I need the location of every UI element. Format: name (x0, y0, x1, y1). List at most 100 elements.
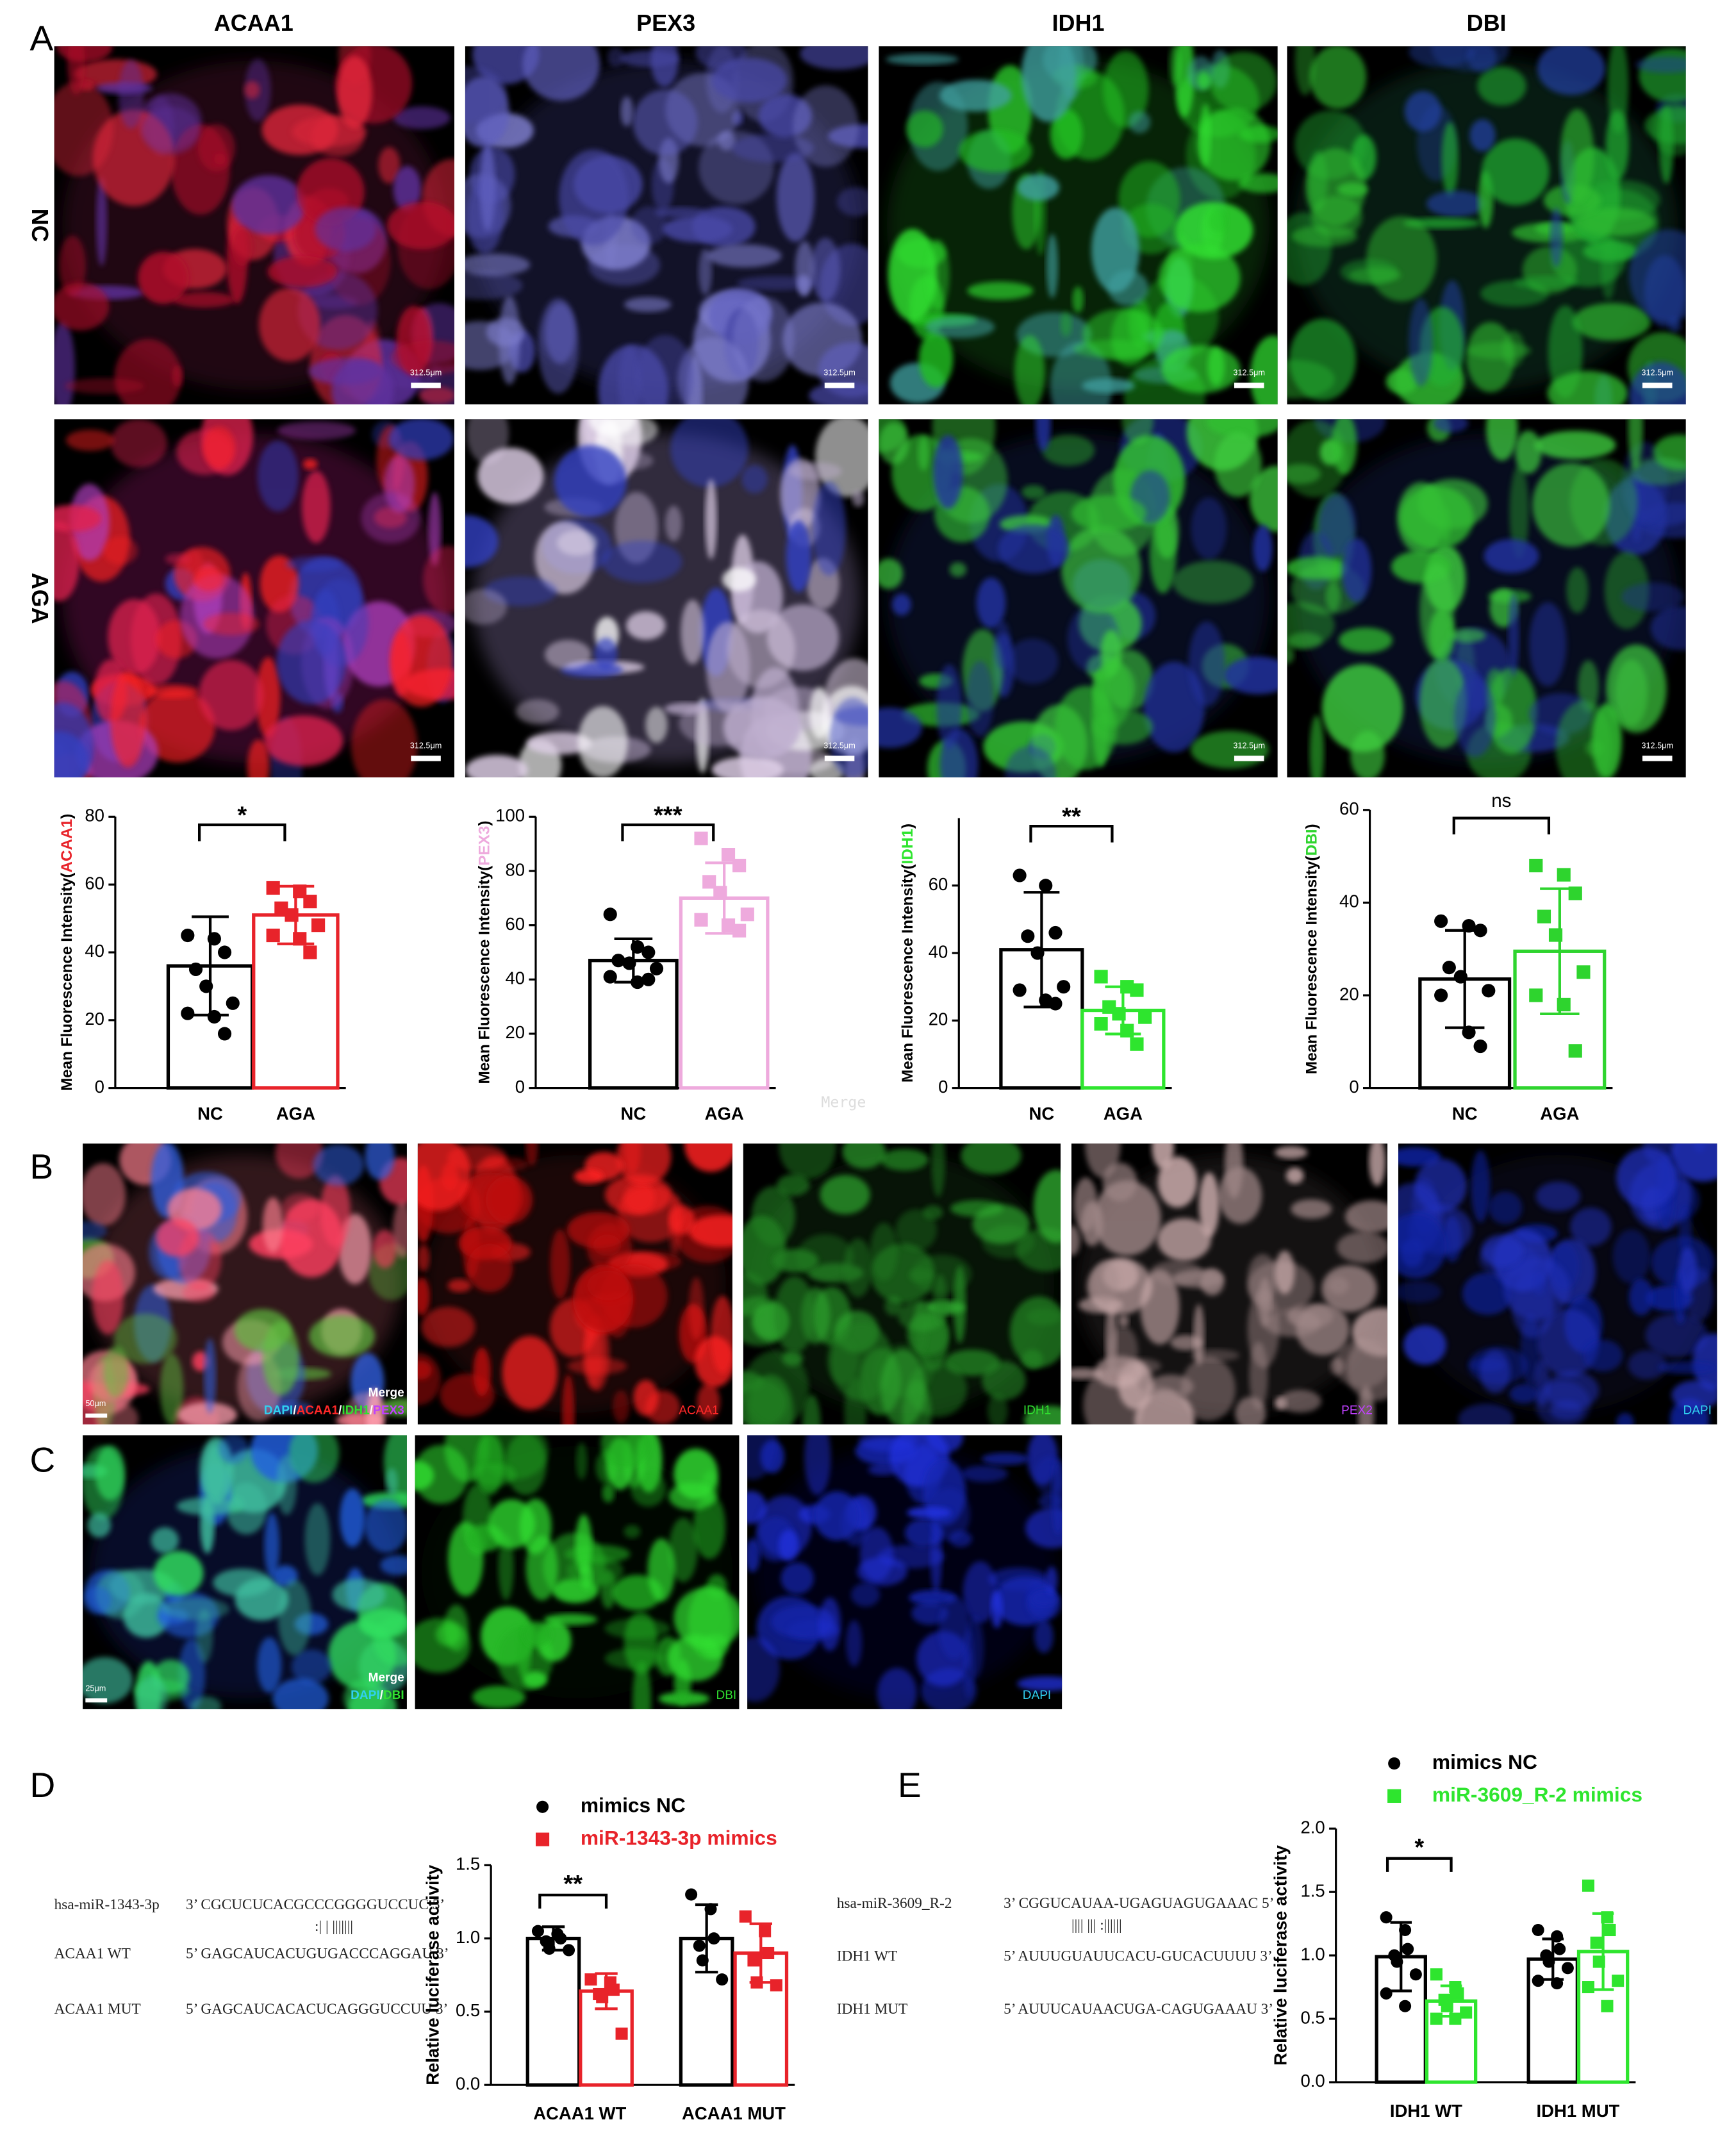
channel-name: DAPI (264, 1404, 293, 1417)
structure (593, 1234, 622, 1256)
structure (811, 237, 840, 302)
structure (139, 689, 215, 763)
data-point (762, 1946, 775, 1959)
structure (302, 458, 318, 470)
data-point (732, 924, 747, 938)
x-tick-label: IDH1 MUT (1537, 2101, 1620, 2121)
structure (378, 147, 401, 184)
significance-label: * (1414, 1834, 1424, 1861)
structure (388, 419, 454, 461)
micrograph (743, 1143, 1061, 1425)
data-point (702, 875, 716, 889)
structure (54, 504, 102, 532)
structure (151, 1527, 179, 1554)
structure (285, 556, 342, 572)
data-point (1138, 1010, 1152, 1024)
structure (1409, 46, 1475, 67)
channel-label: DAPI (1683, 1404, 1711, 1417)
structure (522, 1671, 548, 1688)
structure (991, 1590, 1003, 1628)
structure (1223, 656, 1278, 695)
scale-bar (824, 756, 855, 761)
data-point (1409, 1968, 1422, 1981)
channel-legend: DAPI/ACAA1/IDH1/PEX3 (264, 1404, 404, 1417)
y-axis-label-part: Mean Fluorescence Intensity( (899, 864, 916, 1083)
significance-bracket (197, 823, 286, 841)
y-tick-label: 20 (929, 1009, 948, 1029)
target-name: ACAA1 MUT (54, 2001, 141, 2018)
error-bar (595, 1972, 618, 2010)
data-point (266, 928, 280, 943)
structure (1488, 1191, 1523, 1225)
structure (247, 739, 270, 777)
micrograph-texture (54, 419, 454, 777)
structure (332, 1579, 386, 1611)
y-axis-label: Mean Fluorescence Intensity(IDH1) (899, 824, 916, 1082)
micrograph-texture (886, 46, 1278, 404)
micrograph (879, 419, 1278, 777)
structure (337, 56, 372, 129)
structure (366, 1388, 383, 1425)
structure (1021, 46, 1077, 122)
data-point (1013, 868, 1027, 883)
structure (998, 524, 1070, 574)
significance-label: ** (563, 1871, 583, 1898)
structure (987, 1394, 1008, 1425)
panel-label: C (30, 1439, 56, 1479)
structure (1592, 703, 1622, 777)
structure (1291, 1199, 1332, 1219)
micrograph (83, 1435, 407, 1709)
data-point (226, 996, 240, 1010)
x-tick-label: ACAA1 WT (533, 2103, 626, 2123)
structure (604, 1618, 670, 1639)
significance-bracket (1029, 825, 1114, 843)
structure (1481, 138, 1550, 206)
y-tick-label: 40 (505, 968, 525, 988)
structure (1196, 72, 1211, 90)
structure (1509, 465, 1529, 559)
structure (1060, 311, 1072, 337)
data-point (1399, 2000, 1412, 2012)
structure (976, 577, 1006, 629)
y-axis-label-part: Mean Fluorescence Intensity( (476, 865, 493, 1084)
structure (485, 1175, 533, 1224)
channel-name: / (338, 1404, 342, 1417)
micrograph (1287, 46, 1686, 404)
structure (1157, 1156, 1198, 1208)
error-bar (277, 884, 315, 945)
micrograph (54, 46, 454, 404)
structure (567, 1357, 627, 1375)
scale-bar-label: 312.5μm (1233, 742, 1265, 750)
structure (772, 1248, 818, 1273)
structure (747, 1435, 777, 1480)
y-axis-label: Mean Fluorescence Intensity(DBI) (1303, 824, 1321, 1074)
y-tick-label: 0 (515, 1077, 525, 1097)
structure (365, 1143, 395, 1181)
target-sequence: 5’ GAGCAUCACACUCAGGGUCCUU 3’ (186, 2001, 448, 2018)
y-tick-label: 20 (85, 1009, 104, 1029)
structure (1034, 1620, 1054, 1653)
structure (198, 659, 263, 731)
channel-legend: DAPI/DBI (351, 1689, 404, 1702)
structure (173, 292, 235, 308)
structure (1538, 1309, 1600, 1377)
significance-label: ns (1491, 790, 1511, 811)
channel-name: / (380, 1689, 384, 1702)
structure (1621, 582, 1685, 611)
structure (1279, 1389, 1321, 1413)
structure (575, 1442, 588, 1480)
data-point (1473, 1039, 1487, 1054)
data-point (641, 972, 656, 986)
significance-bracket (621, 823, 715, 841)
structure (515, 699, 559, 724)
structure (809, 686, 831, 740)
data-point (611, 954, 625, 968)
target-name: IDH1 MUT (837, 2001, 908, 2018)
data-point (1434, 988, 1448, 1002)
data-point (1590, 1936, 1603, 1949)
micrograph (465, 419, 868, 777)
structure (1021, 485, 1046, 499)
y-tick-label: 1.0 (1300, 1944, 1325, 1964)
structure (392, 1201, 407, 1258)
